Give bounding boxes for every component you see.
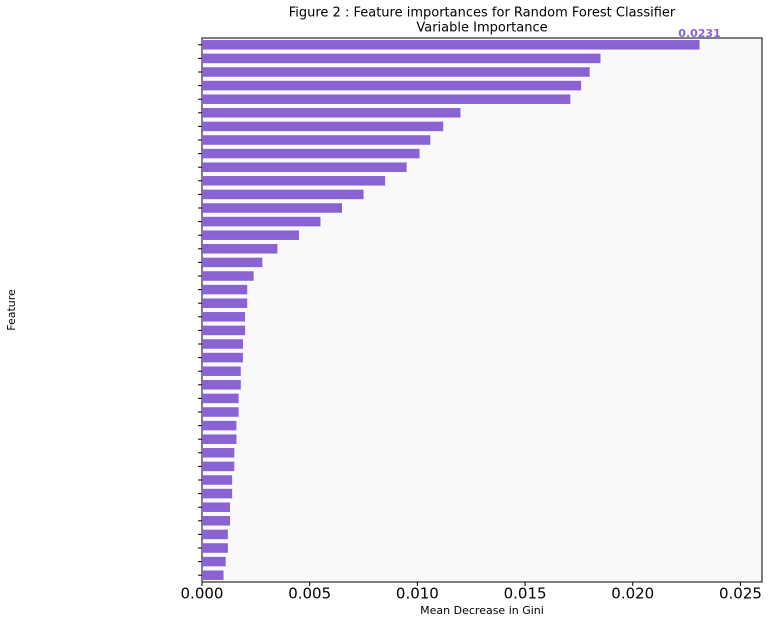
bar bbox=[202, 94, 571, 104]
bar bbox=[202, 475, 233, 485]
bar bbox=[202, 420, 237, 431]
bar bbox=[202, 53, 601, 64]
bar bbox=[202, 271, 254, 281]
bar bbox=[202, 543, 228, 553]
bar bbox=[202, 312, 246, 322]
x-axis-label: Mean Decrease in Gini bbox=[420, 604, 544, 617]
bar bbox=[202, 148, 420, 159]
x-tick-label: 0.000 bbox=[181, 585, 224, 603]
bar bbox=[202, 325, 246, 336]
x-tick-label: 0.020 bbox=[611, 585, 654, 603]
chart-subtitle: Variable Importance bbox=[416, 21, 547, 36]
bar bbox=[202, 448, 235, 458]
bar bbox=[202, 216, 321, 227]
bar bbox=[202, 176, 386, 186]
bar bbox=[202, 257, 263, 268]
bar bbox=[202, 284, 248, 295]
bar bbox=[202, 80, 582, 91]
chart-title: Figure 2 : Feature importances for Rando… bbox=[289, 6, 676, 21]
bar bbox=[202, 461, 235, 472]
bar bbox=[202, 366, 241, 376]
bar bbox=[202, 189, 364, 200]
bar bbox=[202, 380, 241, 390]
bar bbox=[202, 203, 342, 213]
bar bbox=[202, 570, 224, 580]
x-tick-label: 0.015 bbox=[504, 585, 547, 603]
x-tick-label: 0.010 bbox=[396, 585, 439, 603]
plot-area bbox=[201, 37, 763, 583]
y-axis-label: Feature bbox=[5, 289, 18, 331]
bar bbox=[202, 298, 248, 308]
bar bbox=[202, 393, 239, 404]
bar bbox=[202, 135, 431, 145]
bar bbox=[202, 230, 299, 240]
bar bbox=[202, 121, 444, 132]
bar bbox=[202, 162, 407, 172]
bar bbox=[202, 352, 243, 363]
bar bbox=[202, 556, 226, 567]
bar bbox=[202, 529, 228, 540]
bar bbox=[202, 407, 239, 417]
bar bbox=[202, 108, 461, 118]
bar bbox=[202, 339, 243, 349]
bar bbox=[202, 488, 233, 499]
x-tick-label: 0.005 bbox=[288, 585, 331, 603]
bar bbox=[202, 502, 230, 512]
bar bbox=[202, 67, 590, 77]
x-tick-label: 0.025 bbox=[719, 585, 762, 603]
bar bbox=[202, 434, 237, 444]
value-label: 0.0231 bbox=[678, 27, 720, 40]
bar bbox=[202, 516, 230, 526]
bar bbox=[202, 244, 278, 254]
bar bbox=[202, 40, 700, 50]
